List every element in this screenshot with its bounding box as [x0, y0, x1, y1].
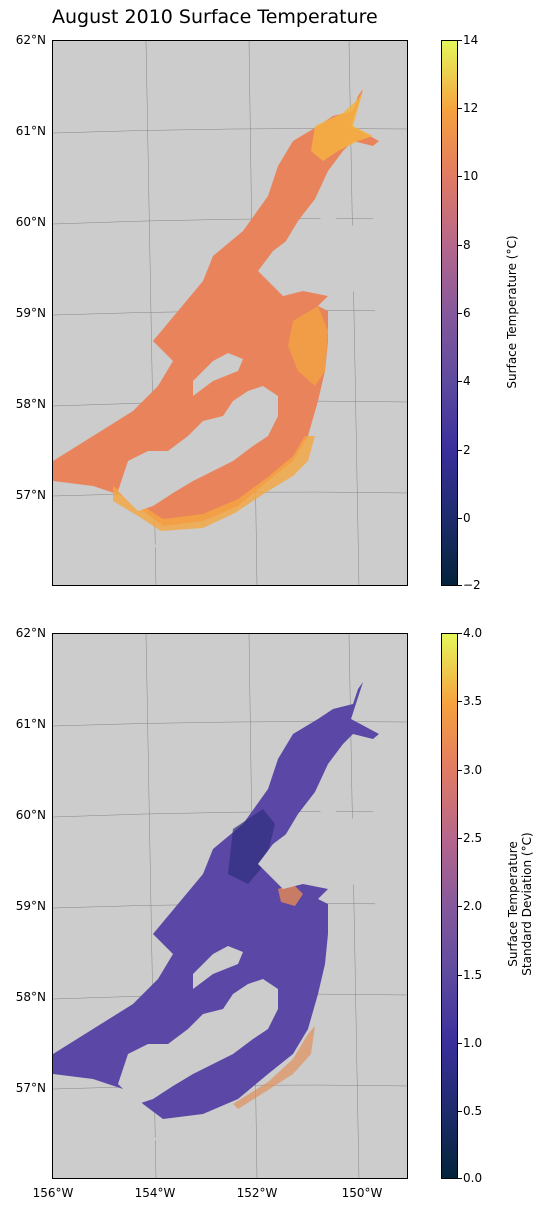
- ocean-region: [53, 89, 379, 526]
- colorbar-tick: [458, 633, 462, 634]
- colorbar-tick: [458, 1111, 462, 1112]
- high-variability-rim: [233, 1026, 315, 1109]
- colorbar-tick-label: 3.0: [463, 763, 483, 777]
- colorbar-tick-label: 1.5: [463, 968, 483, 982]
- colorbar-tick-label: 1.0: [463, 1036, 483, 1050]
- std-deviation-colorbar-label: Surface Temperature Standard Deviation (…: [506, 804, 534, 1004]
- lat-label-60n-bottom: 60°N: [15, 808, 46, 822]
- lat-label-61n-top: 61°N: [15, 124, 46, 138]
- colorbar-tick-label: 6: [463, 306, 471, 320]
- std-deviation-map-panel: [52, 633, 408, 1179]
- colorbar-tick-label: 14: [463, 33, 479, 47]
- lat-label-57n-top: 57°N: [15, 488, 46, 502]
- colorbar-tick-label: 0: [463, 511, 471, 525]
- colorbar-tick: [458, 906, 462, 907]
- colorbar-tick: [458, 1043, 462, 1044]
- colorbar-tick-label: 3.5: [463, 694, 483, 708]
- temperature-colorbar: [441, 40, 458, 586]
- colorbar-tick: [458, 975, 462, 976]
- lat-label-59n-top: 59°N: [15, 306, 46, 320]
- afognak-island: [193, 353, 243, 396]
- lat-label-62n-bottom: 62°N: [15, 626, 46, 640]
- ocean-region: [53, 682, 379, 1119]
- colorbar-tick: [458, 40, 462, 41]
- afognak-island: [193, 946, 243, 989]
- colorbar-tick: [458, 108, 462, 109]
- lon-label-152w: 152°W: [236, 1186, 278, 1200]
- std-deviation-colorbar: [441, 633, 458, 1179]
- colorbar-tick: [458, 838, 462, 839]
- high-variability-patch: [278, 884, 303, 906]
- colorbar-tick: [458, 245, 462, 246]
- colorbar-tick-label: 2.0: [463, 899, 483, 913]
- temperature-map-graphic: [53, 41, 407, 585]
- std-deviation-colorbar-label-line2: Standard Deviation (°C): [520, 832, 534, 976]
- kenai-peninsula: [258, 206, 407, 340]
- lon-label-156w: 156°W: [32, 1186, 74, 1200]
- colorbar-tick-label: 12: [463, 101, 479, 115]
- lat-label-62n-top: 62°N: [15, 33, 46, 47]
- warm-zone-north: [311, 91, 373, 161]
- colorbar-tick: [458, 585, 462, 586]
- colorbar-tick: [458, 518, 462, 519]
- colorbar-tick: [458, 176, 462, 177]
- colorbar-tick-label: 4: [463, 374, 471, 388]
- temperature-map-panel: [52, 40, 408, 586]
- colorbar-tick-label: 0.5: [463, 1104, 483, 1118]
- colorbar-tick: [458, 1178, 462, 1179]
- lon-label-154w: 154°W: [134, 1186, 176, 1200]
- std-deviation-colorbar-label-line1: Surface Temperature: [506, 841, 520, 967]
- colorbar-tick: [458, 450, 462, 451]
- lat-label-61n-bottom: 61°N: [15, 717, 46, 731]
- colorbar-tick: [458, 381, 462, 382]
- lon-label-150w: 150°W: [341, 1186, 383, 1200]
- kodiak-island: [118, 386, 278, 511]
- lat-label-58n-top: 58°N: [15, 397, 46, 411]
- colorbar-tick: [458, 770, 462, 771]
- colorbar-tick: [458, 701, 462, 702]
- figure-title: August 2010 Surface Temperature: [52, 6, 378, 28]
- colorbar-tick-label: 2.5: [463, 831, 483, 845]
- colorbar-tick-label: 0.0: [463, 1171, 483, 1185]
- lat-label-60n-top: 60°N: [15, 215, 46, 229]
- temperature-colorbar-label: Surface Temperature (°C): [505, 235, 519, 389]
- kenai-peninsula: [258, 799, 407, 933]
- lat-label-57n-bottom: 57°N: [15, 1081, 46, 1095]
- alaska-peninsula-south: [118, 1129, 158, 1144]
- kodiak-island: [118, 979, 278, 1104]
- colorbar-tick: [458, 313, 462, 314]
- lat-label-58n-bottom: 58°N: [15, 990, 46, 1004]
- colorbar-tick-label: 2: [463, 443, 471, 457]
- alaska-peninsula-south: [118, 536, 158, 551]
- colorbar-tick-label: 4.0: [463, 626, 483, 640]
- std-deviation-map-graphic: [53, 634, 407, 1178]
- lat-label-59n-bottom: 59°N: [15, 899, 46, 913]
- colorbar-tick-label: −2: [463, 578, 481, 592]
- colorbar-tick-label: 10: [463, 169, 479, 183]
- colorbar-tick-label: 8: [463, 238, 471, 252]
- warm-zone-south-rim: [113, 436, 315, 531]
- warm-zone-east: [288, 306, 328, 386]
